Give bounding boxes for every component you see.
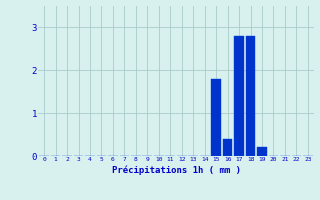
Bar (246, 36, 255, 156)
Bar (223, 139, 232, 156)
Bar (211, 79, 221, 156)
Bar (234, 36, 244, 156)
Bar (257, 147, 267, 156)
X-axis label: Précipitations 1h ( mm ): Précipitations 1h ( mm ) (111, 165, 241, 175)
